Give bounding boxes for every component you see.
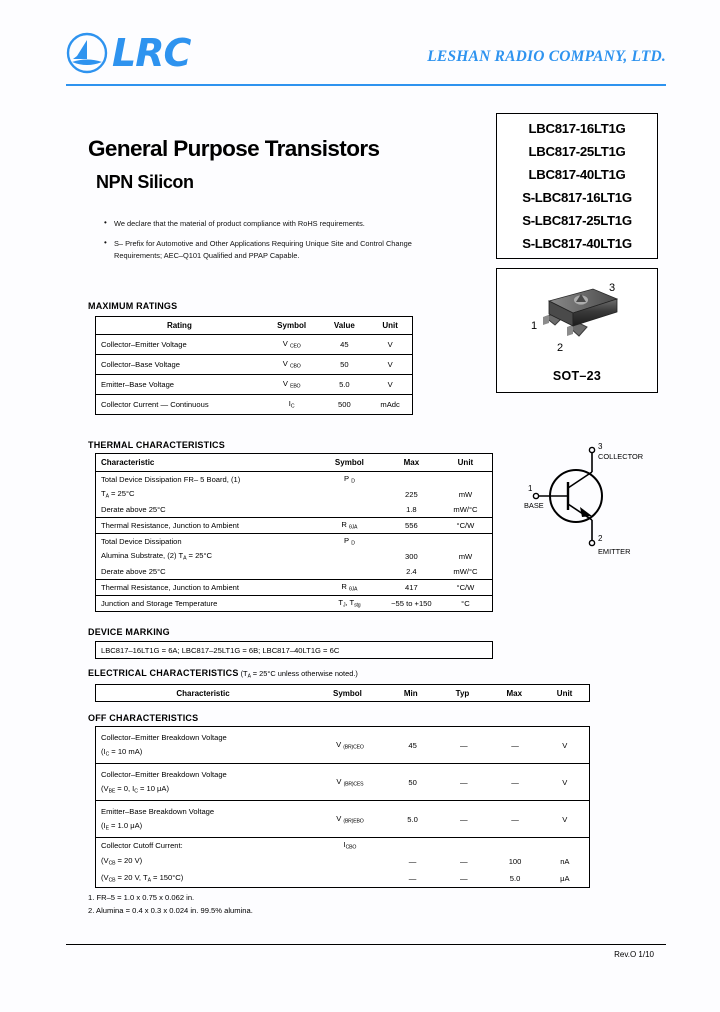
symbol-cell: V (BR)CES [336,776,364,788]
thermal-characteristics-heading: THERMAL CHARACTERISTICS [88,440,225,450]
footer-divider [66,944,666,946]
page-title: General Purpose Transistors [88,136,380,161]
table-row: Alumina Substrate, (2) TA = 25°C 300 mW [96,549,493,564]
part-number: LBC817-25LT1G [528,144,626,159]
table-row: LBC817–16LT1G = 6A; LBC817–25LT1G = 6B; … [101,645,340,655]
symbol-cell: V EBO [282,379,301,390]
symbol-cell: P D [344,536,355,547]
table-row: Collector–Base Voltage V CBO 50 V [95,354,413,375]
device-marking-table: LBC817–16LT1G = 6A; LBC817–25LT1G = 6B; … [95,641,493,659]
symbol-pin-1: 1 [528,484,533,493]
table-header-row: Rating Symbol Value Unit [166,321,398,330]
symbol-pin-2: 2 [598,534,603,543]
table-row: Emitter–Base Breakdown Voltage (IE = 1.0… [95,800,590,838]
npn-transistor-symbol-icon: 3 COLLECTOR 1 BASE 2 EMITTER [524,442,643,556]
brand-logo-text: LRC [112,31,191,75]
table-header-row: Characteristic Symbol Max Unit [101,458,474,467]
lrc-circle-logo-icon [66,32,108,74]
electrical-characteristics-heading: ELECTRICAL CHARACTERISTICS (TA = 25°C un… [88,668,358,680]
symbol-cell: V CEO [282,339,301,350]
table-row: Total Device Dissipation P D [95,533,493,550]
symbol-cell: IC [288,399,295,410]
maximum-ratings-heading: MAXIMUM RATINGS [88,301,178,311]
revision-label: Rev.O 1/10 [614,950,654,959]
electrical-note: (TA = 25°C unless otherwise noted.) [238,669,358,680]
symbol-emitter-label: EMITTER [598,547,630,556]
symbol-cell: V (BR)EBO [336,813,364,825]
condition-text: (VBE = 0, IC = 10 μA) [101,783,170,795]
symbol-cell: R θJA [341,582,358,593]
maximum-ratings-table: Rating Symbol Value Unit Collector–Emitt… [95,316,413,415]
table-row: Collector–Emitter Voltage V CEO 45 V [95,334,413,355]
symbol-cell: V CBO [282,359,301,370]
symbol-cell: R θJA [341,520,358,531]
pin-label-1: 1 [531,320,537,332]
symbol-cell: ICBO [343,840,357,851]
off-characteristics-heading: OFF CHARACTERISTICS [88,713,199,723]
page-header: LRC LESHAN RADIO COMPANY, LTD. [66,28,666,84]
symbol-collector-label: COLLECTOR [598,452,643,461]
part-number: LBC817-40LT1G [528,167,626,182]
bullet-s-prefix: S– Prefix for Automotive and Other Appli… [104,237,454,262]
temp-condition: TA = 25°C [101,489,135,500]
characteristic-cell: Collector–Emitter Breakdown Voltage (IC … [96,727,313,764]
alumina-condition: Alumina Substrate, (2) TA = 25°C [101,551,213,562]
symbol-cell: TJ, Tstg [338,598,361,609]
package-diagram-box: 1 2 3 SOT–23 [496,268,658,393]
part-number: S-LBC817-40LT1G [522,236,632,251]
condition-text: (IC = 10 mA) [101,746,143,758]
table-row: Junction and Storage Temperature TJ, Tst… [95,595,493,612]
thermal-characteristics-table: Characteristic Symbol Max Unit Total Dev… [95,453,493,612]
table-row: (VCB = 20 V, TA = 150°C) — — 5.0 μA [96,870,590,888]
characteristic-cell: Emitter–Base Breakdown Voltage (IE = 1.0… [96,801,313,838]
sot23-package-icon: 1 2 3 [531,282,619,354]
table-row: Derate above 25°C 1.8 mW/°C [101,505,478,514]
table-row: Collector Current — Continuous IC 500 mA… [95,394,413,415]
footnote-1: 1. FR–5 = 1.0 x 0.75 x 0.062 in. [88,893,195,902]
device-marking-heading: DEVICE MARKING [88,627,170,637]
part-number: LBC817-16LT1G [528,121,626,136]
page-subtitle: NPN Silicon [96,172,194,192]
table-row: Collector Cutoff Current: ICBO [95,837,590,854]
brand-logo: LRC [66,31,191,75]
bullet-rohs: We declare that the material of product … [104,217,454,230]
table-row: Thermal Resistance, Junction to Ambient … [95,517,493,534]
symbol-cell: P D [344,474,355,485]
company-name: LESHAN RADIO COMPANY, LTD. [427,48,666,65]
table-row: Emitter–Base Voltage V EBO 5.0 V [95,374,413,395]
pin-label-3: 3 [609,282,615,294]
off-characteristics-table: Collector–Emitter Breakdown Voltage (IC … [95,726,590,888]
condition-text: (VCB = 20 V) [101,856,143,867]
symbol-pin-3: 3 [598,442,603,451]
table-row: Collector–Emitter Breakdown Voltage (VBE… [95,763,590,801]
electrical-header-table: Characteristic Symbol Min Typ Max Unit [95,684,590,702]
table-row: (VCB = 20 V) — — 100 nA [96,853,590,870]
table-row: Derate above 25°C 2.4 mW/°C [101,567,478,576]
table-row: TA = 25°C 225 mW [96,487,493,502]
part-number: S-LBC817-25LT1G [522,213,632,228]
compliance-bullets: We declare that the material of product … [104,217,454,270]
symbol-cell: V (BR)CEO [336,739,364,751]
header-divider [66,84,666,86]
footnote-2: 2. Alumina = 0.4 x 0.3 x 0.024 in. 99.5%… [88,906,253,915]
table-row: Thermal Resistance, Junction to Ambient … [95,579,493,596]
part-number-box: LBC817-16LT1G LBC817-25LT1G LBC817-40LT1… [496,113,658,259]
package-label: SOT–23 [552,369,602,383]
table-row: Total Device Dissipation FR– 5 Board, (1… [95,471,493,488]
condition-text: (VCB = 20 V, TA = 150°C) [101,873,184,884]
symbol-base-label: BASE [524,501,544,510]
pin-label-2: 2 [557,342,563,354]
part-number: S-LBC817-16LT1G [522,190,632,205]
characteristic-cell: Collector–Emitter Breakdown Voltage (VBE… [96,764,313,801]
condition-text: (IE = 1.0 μA) [101,820,143,832]
table-row: Collector–Emitter Breakdown Voltage (IC … [96,727,590,764]
table-header-row: Characteristic Symbol Min Typ Max Unit [176,688,573,698]
